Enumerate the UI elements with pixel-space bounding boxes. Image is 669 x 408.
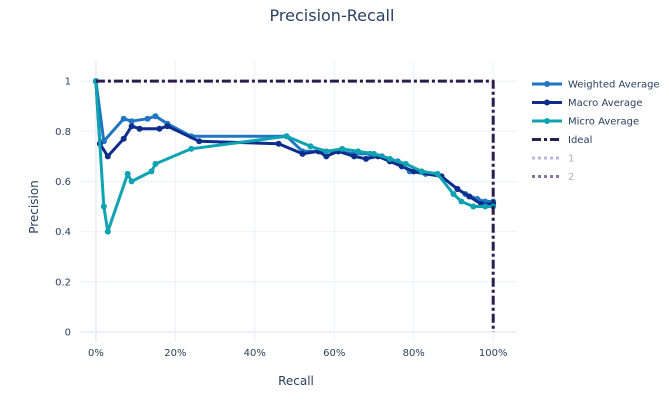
legend-label: Ideal: [568, 135, 592, 146]
x-tick-label: 80%: [403, 348, 425, 359]
data-point: [323, 153, 330, 160]
y-axis-title: Precision: [27, 180, 41, 234]
data-point: [136, 125, 143, 132]
data-point: [299, 150, 306, 157]
series-ideal: [95, 79, 495, 332]
data-point: [100, 203, 107, 210]
data-point: [386, 155, 393, 162]
legend-marker: [544, 118, 550, 124]
legend-marker: [544, 81, 550, 87]
y-tick-label: 0.2: [55, 277, 71, 288]
legend-item-weighted-average[interactable]: Weighted Average: [532, 80, 660, 91]
x-tick-label: 0%: [88, 348, 104, 359]
legend-marker: [544, 99, 550, 106]
data-point: [363, 155, 370, 162]
series-line-micro-average: [94, 81, 494, 234]
data-point: [339, 145, 346, 152]
y-tick-label: 0.4: [55, 227, 71, 238]
data-point: [120, 115, 127, 122]
x-axis-title: Recall: [278, 374, 314, 388]
data-point: [104, 228, 111, 235]
series: [92, 78, 497, 332]
data-point: [355, 148, 362, 155]
data-point: [402, 160, 409, 167]
y-tick-label: 0: [65, 327, 71, 338]
legend[interactable]: Weighted Average Macro Average Micro Avera…: [532, 80, 660, 184]
data-point: [104, 153, 111, 160]
data-point: [370, 150, 377, 157]
y-tick-label: 0.8: [55, 127, 71, 138]
data-point: [144, 115, 151, 122]
data-point: [128, 118, 135, 125]
x-tick-label: 60%: [323, 348, 345, 359]
grid: [80, 61, 517, 342]
series-line-weighted-average: [94, 80, 494, 203]
data-point: [148, 168, 155, 175]
data-point: [152, 113, 159, 120]
legend-item-macro-average[interactable]: Macro Average: [532, 98, 643, 109]
data-point: [434, 170, 441, 177]
data-point: [323, 148, 330, 155]
legend-label: 2: [568, 172, 574, 183]
x-tick-label: 40%: [244, 348, 266, 359]
data-point: [283, 133, 290, 140]
data-point: [188, 145, 195, 152]
series-line-ideal: [95, 79, 495, 332]
legend-item-micro-average[interactable]: Micro Average: [532, 117, 639, 128]
series-micro-average: [92, 78, 497, 235]
legend-label: Macro Average: [568, 98, 643, 109]
data-point: [466, 193, 473, 200]
data-point: [128, 123, 135, 130]
data-point: [275, 140, 282, 147]
legend-item-ideal[interactable]: Ideal: [532, 135, 592, 146]
legend-item-2[interactable]: 2: [532, 172, 574, 183]
y-tick-label: 1: [65, 77, 71, 88]
data-point: [458, 198, 465, 205]
data-point: [164, 123, 171, 130]
x-tick-label: 100%: [479, 348, 508, 359]
x-tick-label: 20%: [164, 348, 186, 359]
data-point: [418, 168, 425, 175]
data-point: [470, 203, 477, 210]
data-point: [120, 135, 127, 142]
data-point: [152, 160, 159, 167]
data-point: [454, 185, 461, 192]
legend-label: Micro Average: [568, 117, 639, 128]
data-point: [307, 143, 314, 150]
legend-item-1[interactable]: 1: [532, 154, 574, 165]
data-point: [482, 203, 489, 210]
chart-title: Precision-Recall: [270, 6, 395, 25]
y-tick-label: 0.6: [55, 177, 71, 188]
data-point: [351, 153, 358, 160]
data-point: [128, 178, 135, 185]
ticks: 0% 20% 40% 60% 80% 100% 0 0.2 0.4 0.6 0.8 1: [55, 77, 507, 359]
legend-label: Weighted Average: [568, 80, 660, 91]
legend-label: 1: [568, 154, 574, 165]
data-point: [196, 138, 203, 145]
data-point: [156, 125, 163, 132]
data-point: [450, 190, 457, 197]
data-point: [124, 170, 131, 177]
series-weighted-average: [92, 78, 497, 205]
